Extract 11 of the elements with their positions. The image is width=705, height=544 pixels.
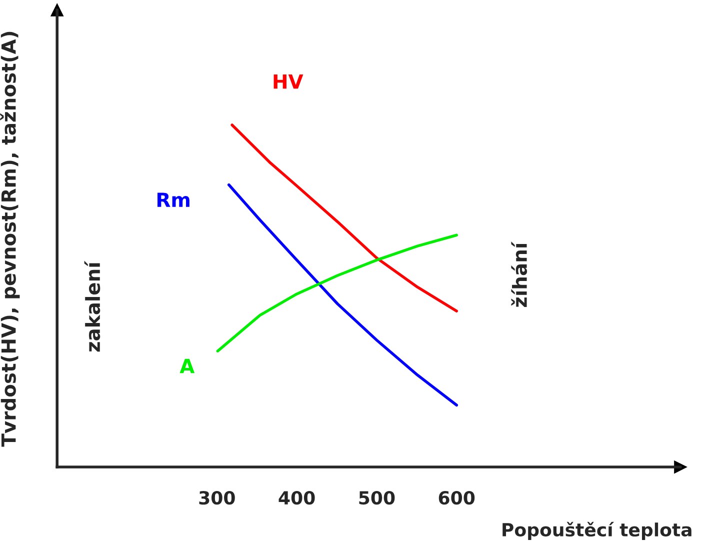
x-tick-label: 300 (199, 490, 235, 505)
text: Rm (158, 192, 190, 207)
annotation: zakalení (84, 260, 100, 352)
x-tick-label: 400 (278, 490, 315, 505)
x-tick-label: 600 (438, 490, 475, 505)
y-axis-title: Tvrdost(HV), pevnost(Rm), tažnost(A) (0, 32, 20, 447)
text: HV (274, 74, 304, 89)
annotation: žíhání (511, 242, 528, 307)
series-label: A (180, 358, 195, 374)
x-axis-title: Popouštěcí teplota (502, 522, 692, 540)
x-tick-label: 500 (359, 490, 395, 505)
